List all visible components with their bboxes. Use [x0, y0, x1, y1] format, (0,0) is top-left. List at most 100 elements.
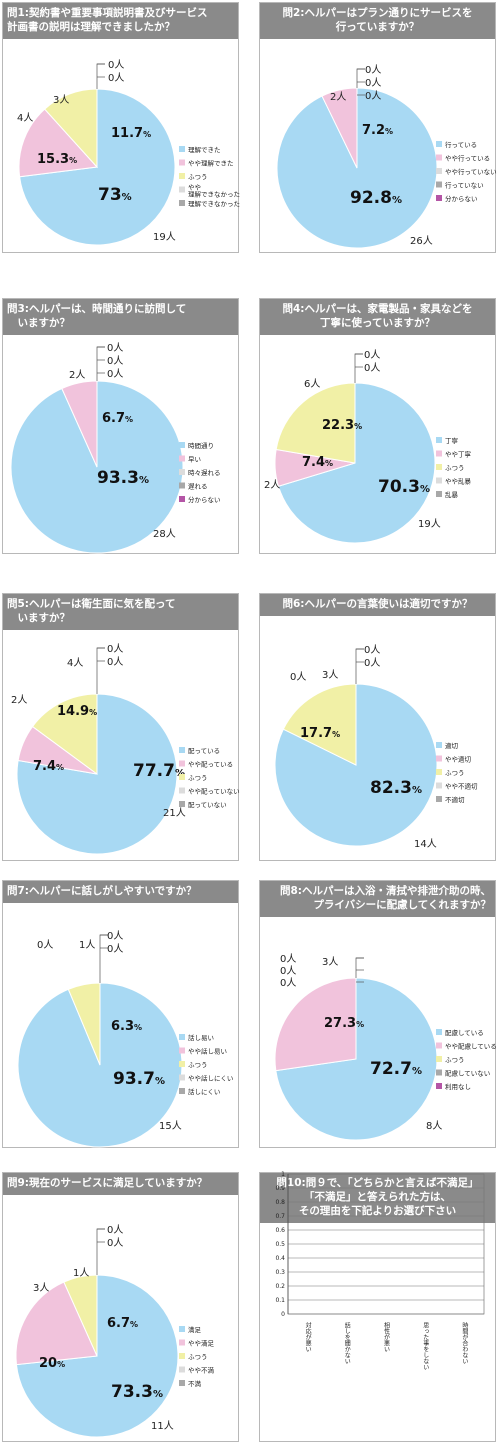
slice-count: 0人: [107, 1224, 123, 1236]
y-tick-label: 0.4: [275, 1255, 285, 1262]
legend-swatch: [436, 1083, 442, 1089]
y-tick-label: 0.7: [275, 1213, 285, 1220]
legend-label: 適切: [445, 741, 459, 750]
legend-label: ふつう: [445, 769, 465, 777]
slice-count: 3人: [53, 94, 69, 106]
slice-count: 0人: [364, 349, 380, 361]
legend-swatch: [179, 1339, 185, 1346]
survey-panel-q3: 問3:ヘルパーは、時間通りに訪問して いますか？ 0人 0人 0人 93.3% 28人 6.…: [2, 298, 239, 554]
slice-count: 0人: [107, 1237, 123, 1249]
legend-swatch: [436, 181, 442, 188]
slice-count: 0人: [280, 977, 296, 989]
legend-swatch: [436, 477, 442, 484]
legend-swatch: [179, 159, 185, 166]
slice-count: 0人: [107, 368, 123, 380]
slice-percent-label: 7.4%: [33, 759, 64, 774]
legend-swatch: [179, 801, 185, 807]
legend-label: やや不適切: [445, 782, 478, 791]
y-tick-label: 0.2: [275, 1283, 285, 1290]
legend-swatch: [436, 782, 442, 789]
legend-label: ふつう: [188, 774, 208, 782]
pie-slice-1: [18, 108, 99, 178]
legend-swatch: [179, 173, 185, 179]
chart-svg: 0人0人0人92.8%26人7.2%2人行っているやや行っているやや行っていない…: [276, 64, 497, 249]
legend-swatch: [179, 1074, 185, 1081]
slice-percent-label: 77.7%: [133, 761, 185, 781]
legend-label: ふつう: [188, 1061, 208, 1069]
legend-swatch: [179, 186, 185, 193]
slice-count: 0人: [365, 64, 381, 76]
pie-slice-1: [321, 87, 358, 169]
legend-label: やや丁寧: [445, 450, 472, 459]
slice-count: 0人: [107, 355, 123, 367]
legend-swatch: [179, 1380, 185, 1386]
legend-label: やや話し易い: [188, 1047, 227, 1056]
y-tick-label: 1: [281, 1171, 285, 1178]
slice-count: 0人: [280, 965, 296, 977]
y-tick-label: 0.9: [275, 1185, 285, 1192]
slice-count: 3人: [322, 956, 338, 968]
slice-percent-label: 27.3%: [324, 1016, 364, 1031]
slice-percent-label: 72.7%: [370, 1059, 422, 1079]
slice-percent-label: 7.4%: [302, 455, 333, 470]
slice-percent-label: 14.9%: [57, 704, 97, 719]
slice-count: 28人: [153, 528, 176, 540]
slice-count: 0人: [364, 657, 380, 669]
legend-swatch: [179, 774, 185, 780]
slice-count: 19人: [153, 231, 176, 243]
legend-label: やや: [188, 184, 201, 192]
survey-panel-q9: 問9:現在のサービスに満足していますか？ 0人 0人 73.3% 11人 20% 3人 6.7…: [2, 1172, 239, 1442]
panel-title: 問1:契約書や重要事項説明書及びサービス 計画書の説明は理解できましたか？: [3, 3, 238, 39]
slice-count: 6人: [304, 378, 320, 390]
survey-panel-q5: 問5:ヘルパーは衛生面に気を配って いますか？ 0人 0人 77.7% 21人 7.4% 2…: [2, 593, 240, 861]
slice-count: 0人: [280, 953, 296, 965]
slice-count: 0人: [107, 656, 123, 668]
slice-count: 0人: [365, 90, 381, 102]
panel-title: 問7:ヘルパーに話しがしやすいですか？: [3, 881, 238, 903]
x-tick-label: 話しを聞かない: [343, 1321, 350, 1364]
slice-percent-label: 6.7%: [107, 1316, 138, 1331]
legend-label: ふつう: [445, 1056, 465, 1064]
slice-count: 0人: [364, 644, 380, 656]
panel-title: 問3:ヘルパーは、時間通りに訪問して いますか？: [3, 299, 238, 335]
legend-swatch: [179, 146, 185, 152]
pie-slice-1: [274, 977, 357, 1072]
slice-percent-label: 92.8%: [350, 188, 402, 208]
legend-label: やや配っている: [188, 761, 233, 769]
slice-count: 14人: [414, 838, 437, 850]
slice-percent-label: 6.7%: [102, 411, 133, 426]
legend-swatch: [436, 195, 442, 201]
legend-swatch: [436, 464, 442, 470]
slice-count: 0人: [108, 59, 124, 71]
legend-swatch: [436, 1029, 442, 1035]
legend-label: やや話しにくい: [188, 1074, 233, 1083]
legend-label: やや配慮している: [445, 1042, 497, 1051]
legend-swatch: [436, 796, 442, 802]
slice-percent-label: 22.3%: [322, 418, 362, 433]
pie-slice-2: [31, 693, 98, 775]
slice-percent-label: 93.7%: [113, 1069, 165, 1089]
legend-label: 配慮していない: [445, 1069, 490, 1078]
legend-label: 早い: [188, 456, 201, 464]
legend-swatch: [179, 1088, 185, 1094]
pie-slice-1: [15, 1281, 98, 1366]
legend-swatch: [436, 769, 442, 775]
legend-swatch: [179, 469, 185, 475]
slice-percent-label: 6.3%: [111, 1019, 142, 1034]
slice-percent-label: 15.3%: [37, 152, 77, 167]
legend-label: 満足: [188, 1326, 202, 1334]
legend-swatch: [179, 1047, 185, 1054]
legend-swatch: [179, 455, 185, 462]
legend-label: 遅れる: [188, 483, 208, 491]
legend-label: ふつう: [188, 1353, 208, 1361]
legend-label: 配っている: [188, 747, 220, 755]
legend-label: やや配っていない: [188, 788, 240, 796]
legend-label: 理解できた: [188, 145, 221, 154]
x-tick-label: 対応が悪い: [304, 1321, 311, 1352]
legend-swatch: [436, 1069, 442, 1076]
panel-title: 問9:現在のサービスに満足していますか？: [3, 1173, 238, 1195]
slice-count: 0人: [290, 671, 306, 683]
